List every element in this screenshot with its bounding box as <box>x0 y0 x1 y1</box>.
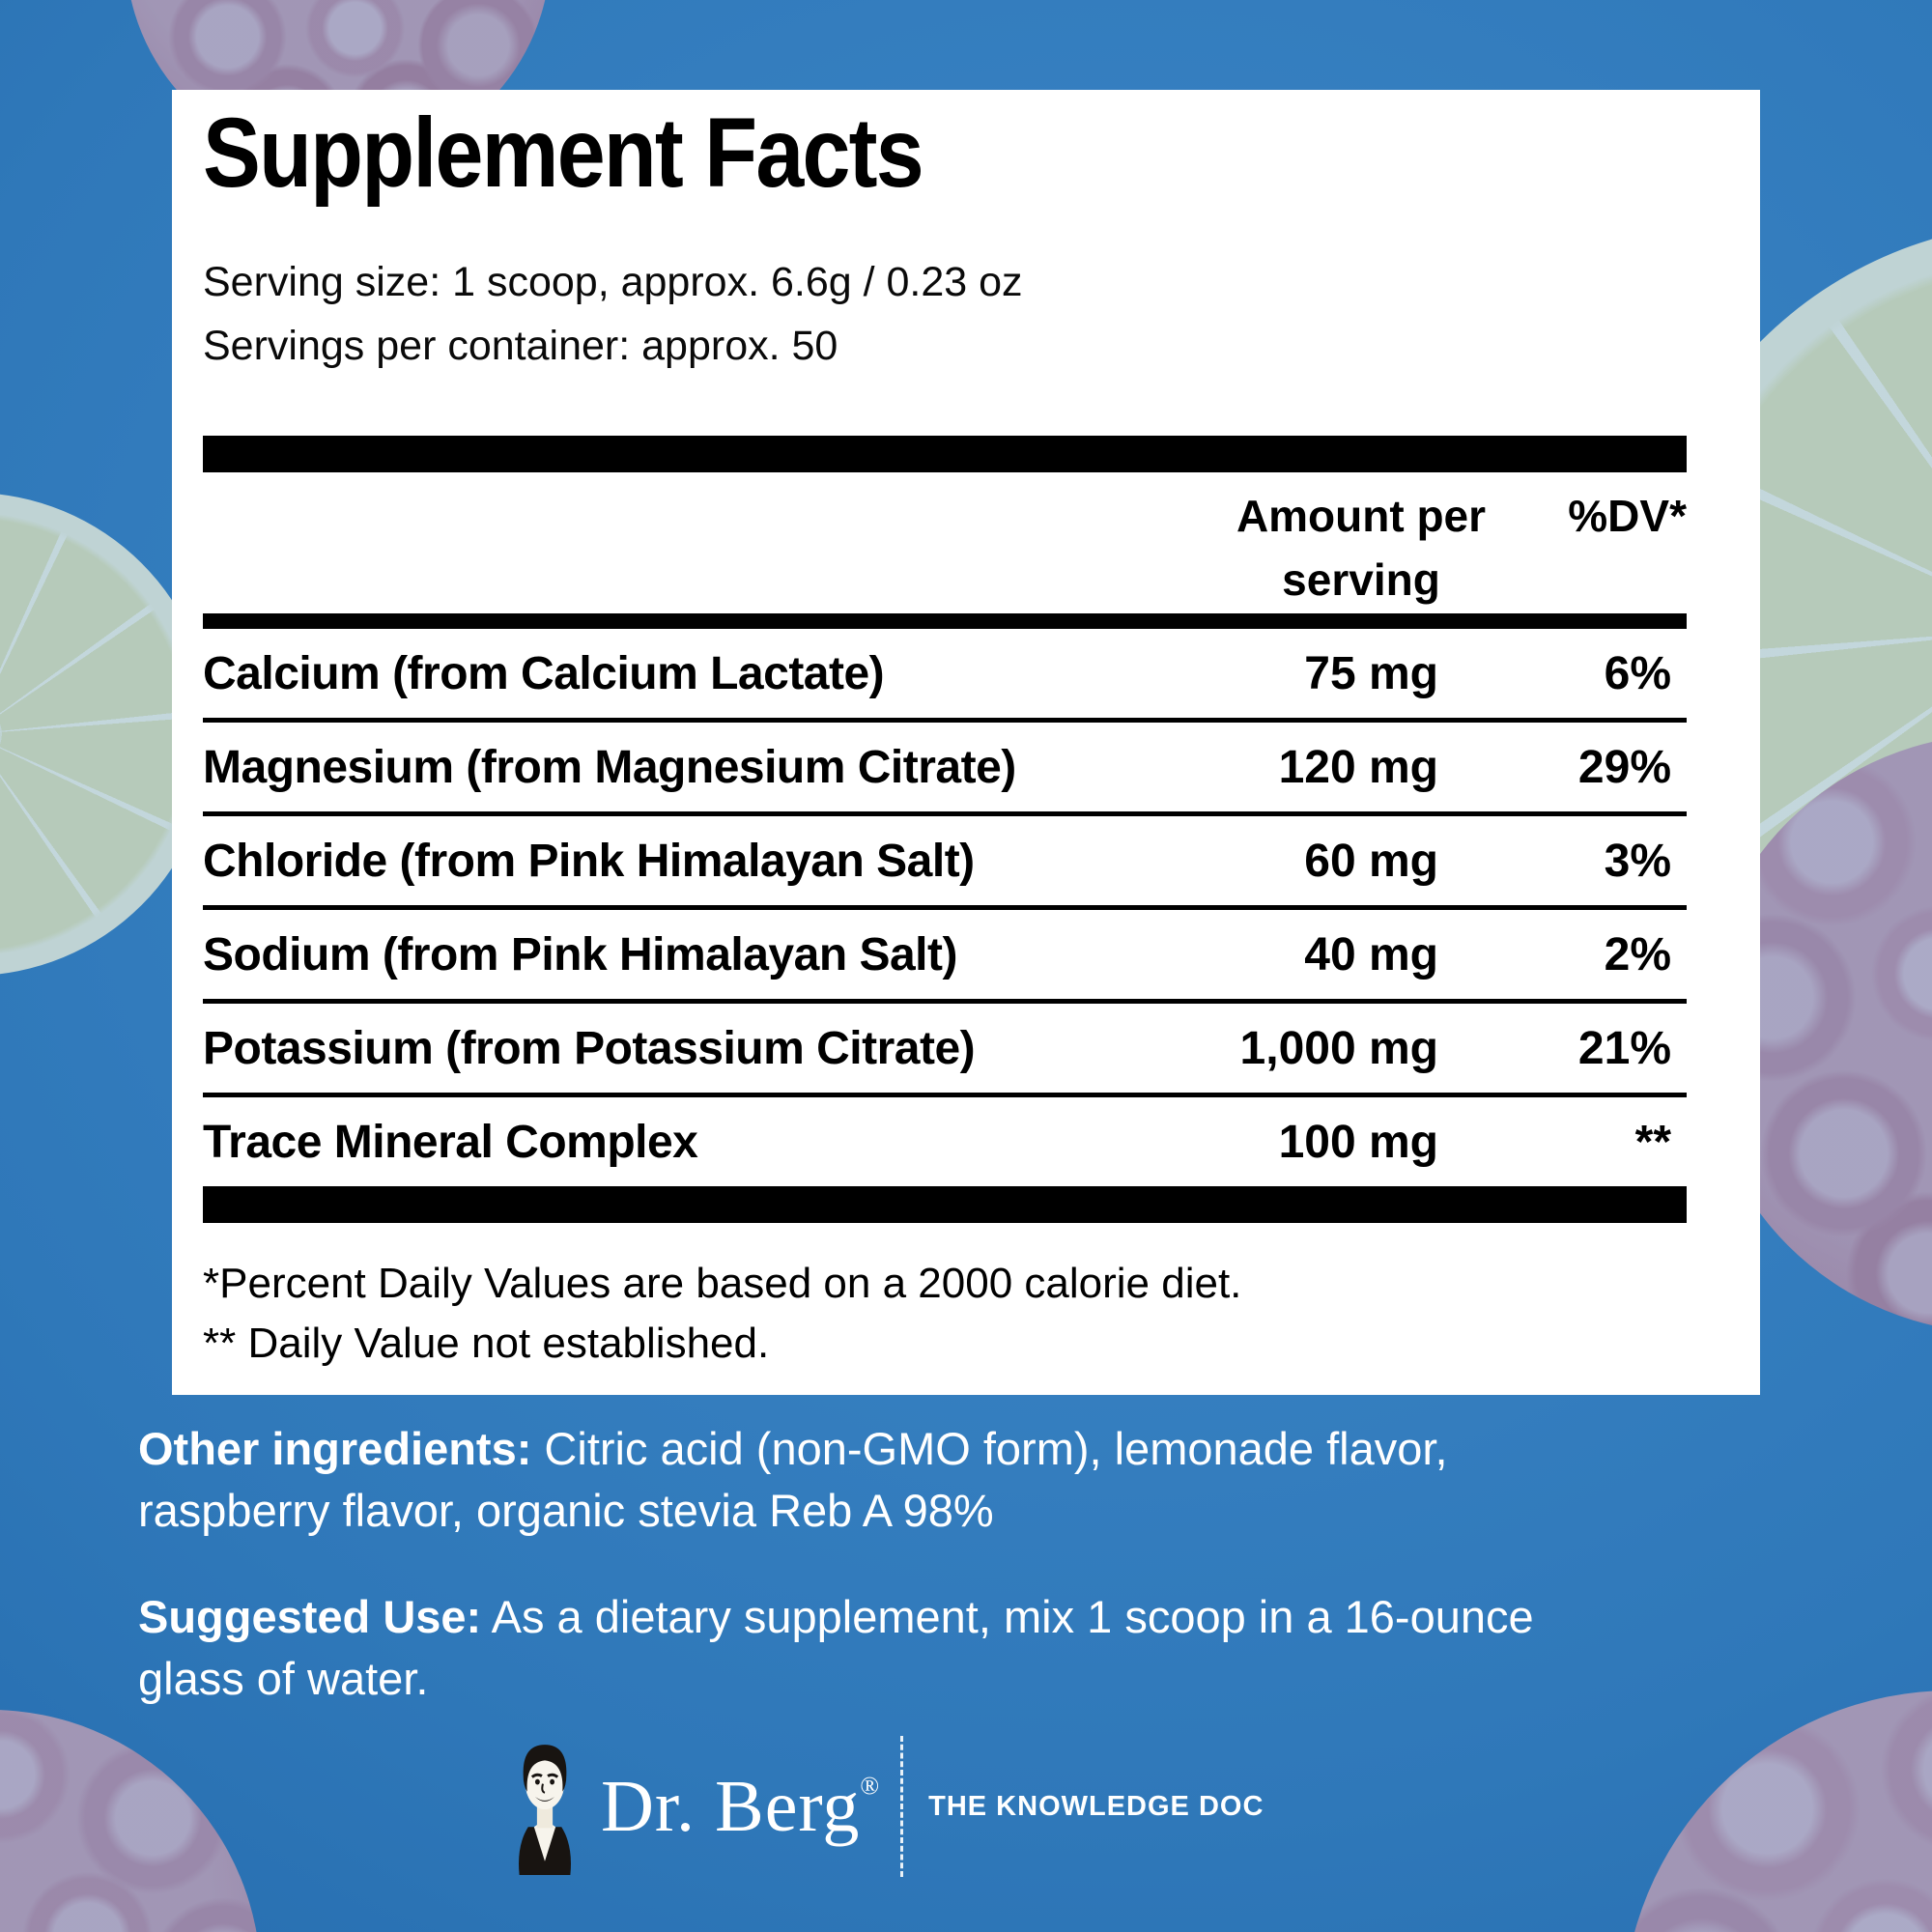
footnote-not-established: ** Daily Value not established. <box>203 1320 770 1367</box>
servings-per-container: Servings per container: approx. 50 <box>203 323 838 369</box>
nutrient-name: Sodium (from Pink Himalayan Salt) <box>203 928 957 980</box>
suggested-use-text: As a dietary supplement, mix 1 scoop in … <box>138 1591 1534 1704</box>
nutrient-name: Trace Mineral Complex <box>203 1116 698 1168</box>
raspberry-image-bottom-right <box>1623 1690 1932 1932</box>
suggested-use: Suggested Use: As a dietary supplement, … <box>138 1586 1587 1710</box>
nutrient-amount: 100 mg <box>1278 1116 1438 1168</box>
nutrient-dv: 6% <box>1604 647 1671 699</box>
page-title: Supplement Facts <box>203 98 924 208</box>
header-amount-per-serving: Amount per serving <box>1236 491 1487 605</box>
footnotes: *Percent Daily Values are based on a 200… <box>203 1254 1687 1374</box>
nutrient-name: Chloride (from Pink Himalayan Salt) <box>203 835 975 887</box>
supplement-facts-panel: Supplement Facts Serving size: 1 scoop, … <box>172 90 1760 1395</box>
other-ingredients-text: Citric acid (non-GMO form), lemonade fla… <box>138 1423 1448 1536</box>
serving-info: Serving size: 1 scoop, approx. 6.6g / 0.… <box>203 250 1687 378</box>
nutrient-amount: 75 mg <box>1304 647 1438 699</box>
brand-name: Dr. Berg® <box>601 1765 879 1849</box>
nutrient-table: Calcium (from Calcium Lactate) 75 mg 6% … <box>203 629 1687 1186</box>
table-header-row: Amount per serving %DV* <box>203 472 1687 613</box>
nutrient-name: Potassium (from Potassium Citrate) <box>203 1022 976 1074</box>
serving-size: Serving size: 1 scoop, approx. 6.6g / 0.… <box>203 259 1023 305</box>
brand-tagline: THE KNOWLEDGE DOC <box>928 1790 1264 1822</box>
nutrient-name: Magnesium (from Magnesium Citrate) <box>203 741 1016 793</box>
other-ingredients-label: Other ingredients: <box>138 1423 532 1474</box>
nutrient-dv: ** <box>1634 1116 1671 1168</box>
table-header-divider-bar <box>203 613 1687 629</box>
table-row: Potassium (from Potassium Citrate) 1,000… <box>203 1004 1687 1097</box>
table-row: Sodium (from Pink Himalayan Salt) 40 mg … <box>203 910 1687 1004</box>
additional-info: Other ingredients: Citric acid (non-GMO … <box>138 1418 1587 1754</box>
table-row: Chloride (from Pink Himalayan Salt) 60 m… <box>203 816 1687 910</box>
nutrient-amount: 40 mg <box>1304 928 1438 980</box>
table-row: Magnesium (from Magnesium Citrate) 120 m… <box>203 723 1687 816</box>
nutrient-dv: 29% <box>1577 741 1671 793</box>
brand-divider <box>900 1736 904 1877</box>
nutrient-name: Calcium (from Calcium Lactate) <box>203 647 885 699</box>
table-row: Calcium (from Calcium Lactate) 75 mg 6% <box>203 629 1687 723</box>
table-bottom-bar <box>203 1186 1687 1223</box>
brand-name-text: Dr. Berg <box>601 1765 861 1847</box>
footnote-daily-values: *Percent Daily Values are based on a 200… <box>203 1260 1242 1307</box>
dr-berg-portrait-icon <box>519 1745 571 1875</box>
brand-footer: Dr. Berg® THE KNOWLEDGE DOC <box>514 1734 1264 1879</box>
other-ingredients: Other ingredients: Citric acid (non-GMO … <box>138 1418 1587 1542</box>
nutrient-dv: 21% <box>1577 1022 1671 1074</box>
header-percent-dv: %DV* <box>1568 491 1687 541</box>
suggested-use-label: Suggested Use: <box>138 1591 482 1642</box>
nutrient-amount: 60 mg <box>1304 835 1438 887</box>
registered-trademark-icon: ® <box>860 1771 880 1800</box>
nutrient-amount: 120 mg <box>1278 741 1438 793</box>
nutrient-amount: 1,000 mg <box>1239 1022 1438 1074</box>
table-top-bar <box>203 436 1687 472</box>
nutrient-dv: 2% <box>1604 928 1671 980</box>
nutrient-dv: 3% <box>1604 835 1671 887</box>
table-row: Trace Mineral Complex 100 mg ** <box>203 1097 1687 1186</box>
